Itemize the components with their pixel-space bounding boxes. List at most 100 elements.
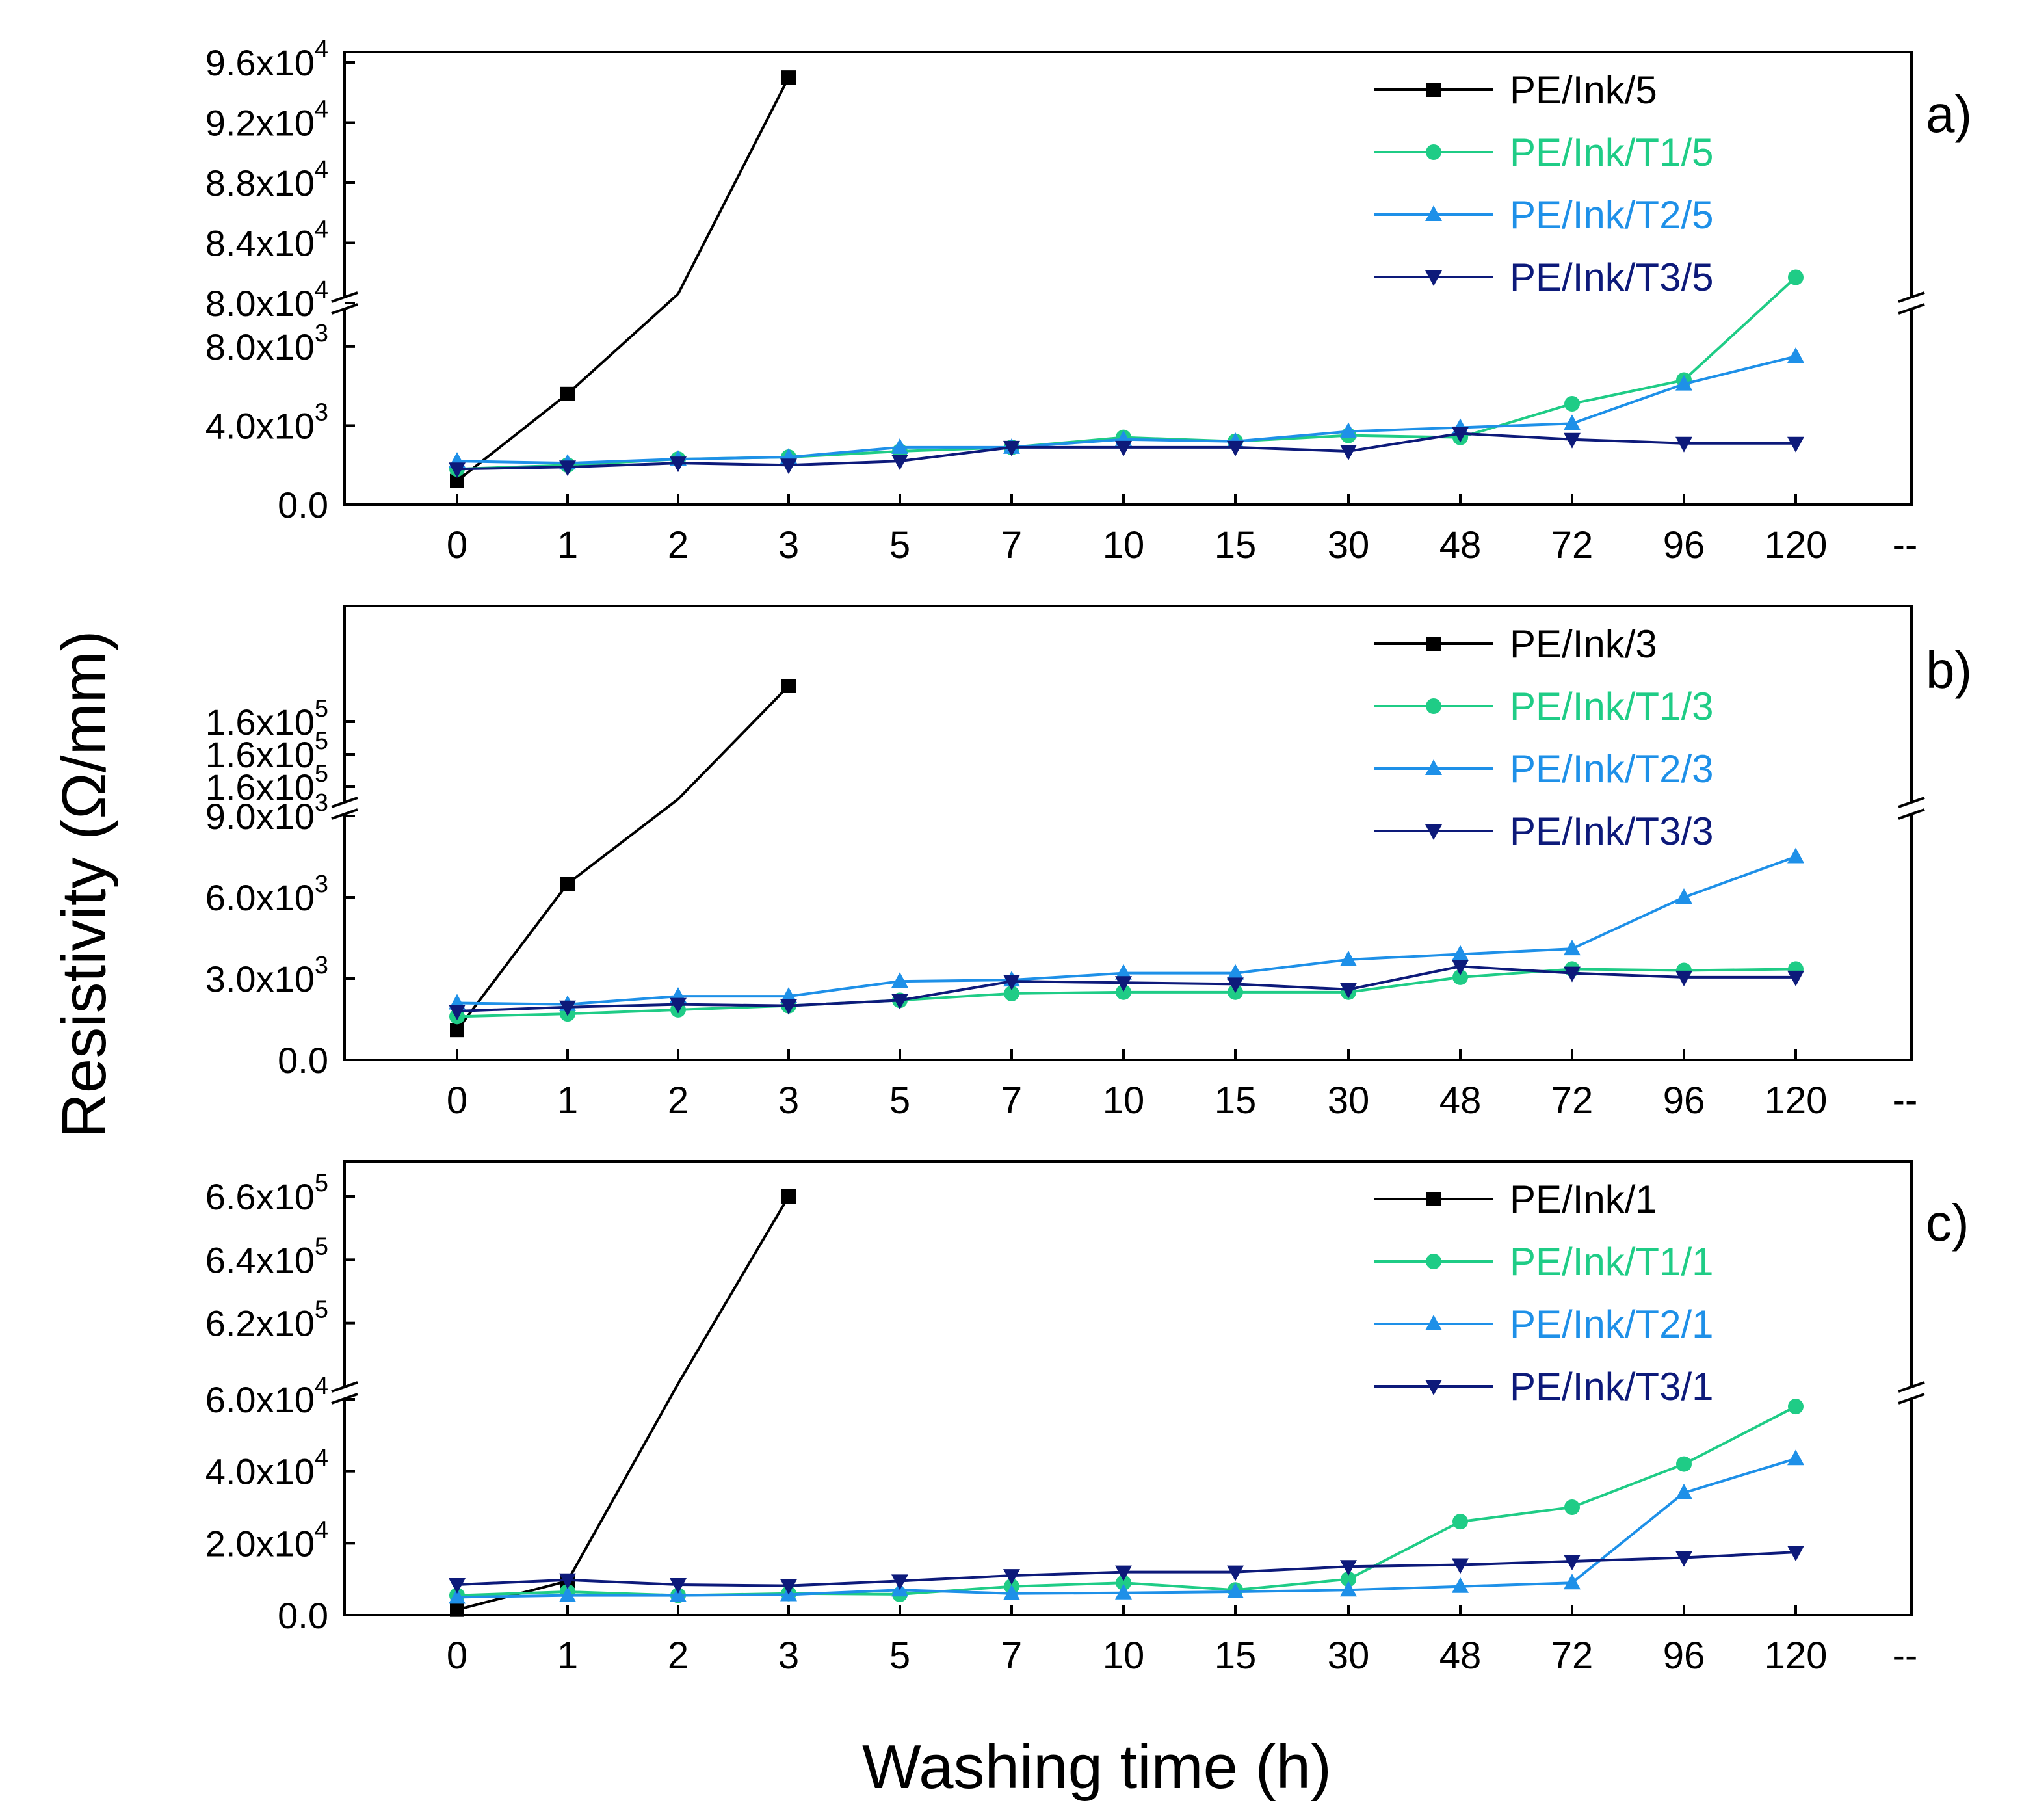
data-point <box>1227 440 1244 456</box>
data-point <box>1340 422 1357 438</box>
data-point <box>1564 966 1581 983</box>
series-pe-ink-t2-5 <box>449 347 1804 470</box>
data-point <box>1675 888 1692 904</box>
legend-marker <box>1426 83 1441 97</box>
data-point <box>1227 977 1244 994</box>
x-tick-label: 96 <box>1663 524 1705 566</box>
data-point <box>780 999 797 1015</box>
data-point <box>670 997 687 1014</box>
y-tick-label: 1.6x105 <box>205 728 328 775</box>
legend-marker <box>1425 1380 1442 1395</box>
data-point <box>670 1586 687 1602</box>
data-point <box>891 972 908 988</box>
legend-label: PE/Ink/T2/5 <box>1510 193 1713 237</box>
x-tick-label: 2 <box>668 1635 689 1677</box>
data-point <box>1788 1399 1804 1415</box>
x-tick-label: 72 <box>1551 1635 1594 1677</box>
data-point <box>781 1189 796 1204</box>
x-tick-label: 30 <box>1328 1635 1370 1677</box>
x-tick-label: 10 <box>1103 1635 1145 1677</box>
y-tick-label: 6.6x105 <box>205 1170 328 1217</box>
axis-break-mark <box>1898 808 1925 820</box>
x-tick-label: 0 <box>447 524 467 566</box>
y-tick-label: 1.6x105 <box>205 760 328 808</box>
data-point <box>1452 945 1469 961</box>
x-tick-label: 48 <box>1439 1079 1482 1122</box>
data-point <box>1340 1560 1357 1576</box>
data-point <box>1787 847 1804 864</box>
x-tick-label: 7 <box>1001 524 1022 566</box>
x-tick-label: 15 <box>1215 524 1257 566</box>
data-point <box>1003 440 1020 456</box>
x-tick-label: 96 <box>1663 1079 1705 1122</box>
data-point <box>781 679 796 693</box>
legend-marker <box>1426 637 1441 651</box>
data-point <box>449 462 466 479</box>
data-point <box>1115 976 1132 992</box>
data-point <box>1787 347 1804 363</box>
series-line <box>456 685 790 1031</box>
data-point <box>559 1573 576 1589</box>
legend: PE/Ink/3 PE/Ink/T1/3 PE/Ink/T2/3 PE/Ink/T3/… <box>1374 622 1713 853</box>
y-tick-label: 8.8x104 <box>205 156 328 204</box>
data-point <box>1340 1581 1357 1597</box>
data-point <box>1004 985 1019 1001</box>
data-point <box>1115 1583 1132 1600</box>
x-tick-label: 1 <box>557 524 578 566</box>
data-point <box>1675 436 1692 453</box>
x-tick-label: 30 <box>1328 524 1370 566</box>
axis-break-mark <box>331 1381 358 1393</box>
legend-marker <box>1425 759 1442 775</box>
legend-label: PE/Ink/T2/1 <box>1510 1302 1713 1346</box>
x-tick-label: 30 <box>1328 1079 1370 1122</box>
data-point <box>1564 1499 1580 1515</box>
axis-break-mark <box>1898 291 1925 303</box>
data-point <box>559 1000 576 1016</box>
series-pe-ink-t2-1 <box>449 1449 1804 1604</box>
data-point <box>780 458 797 475</box>
data-point <box>1676 1456 1692 1472</box>
data-point <box>670 456 687 473</box>
data-point <box>1452 1514 1468 1530</box>
data-point <box>1788 269 1804 285</box>
axis-break-mark <box>331 808 358 820</box>
left-axis-break-gap <box>330 1387 359 1399</box>
x-tick-label: 15 <box>1215 1079 1257 1122</box>
x-tick-label: 2 <box>668 1079 689 1122</box>
legend-label: PE/Ink/T1/3 <box>1510 685 1713 728</box>
data-point <box>1227 964 1244 980</box>
data-point <box>1227 1583 1244 1599</box>
x-tick-label: 3 <box>778 1635 799 1677</box>
x-tick-label: 7 <box>1001 1635 1022 1677</box>
data-point <box>1452 960 1469 976</box>
data-point <box>449 1005 466 1020</box>
legend-marker <box>1426 1192 1441 1206</box>
data-point <box>1452 969 1468 985</box>
panel-c: 0.0 2.0x104 4.0x104 6.0x104 6.2x105 6.4x105 6.… <box>205 1160 1969 1677</box>
legend-label: PE/Ink/T1/5 <box>1510 131 1713 174</box>
data-point <box>1340 983 1357 999</box>
legend-label: PE/Ink/5 <box>1510 68 1657 112</box>
legend-marker <box>1425 824 1442 840</box>
y-tick-label: 6.4x105 <box>205 1233 328 1280</box>
left-axis-break-gap <box>330 802 359 814</box>
data-point <box>1675 1483 1692 1499</box>
data-point <box>450 1602 464 1617</box>
data-point <box>1564 940 1581 956</box>
data-point <box>1787 1449 1804 1466</box>
series-line <box>456 1195 790 1611</box>
x-tick-label: 120 <box>1765 1635 1828 1677</box>
y-tick-label: 0.0 <box>278 1595 328 1636</box>
legend-label: PE/Ink/T2/3 <box>1510 747 1713 791</box>
series-line <box>456 77 790 482</box>
x-tick-label: 120 <box>1765 1079 1828 1122</box>
panel-b: 0.03.0x1036.0x1039.0x1031.6x1051.6x1051.… <box>205 605 1972 1122</box>
y-tick-label: 8.0x104 <box>205 276 328 324</box>
data-point <box>891 438 908 454</box>
data-point <box>1564 432 1581 449</box>
data-point <box>780 1579 797 1595</box>
data-point <box>1564 396 1580 412</box>
x-tick-label: 2 <box>668 524 689 566</box>
data-point <box>560 877 575 891</box>
x-tick-label: 0 <box>447 1079 467 1122</box>
